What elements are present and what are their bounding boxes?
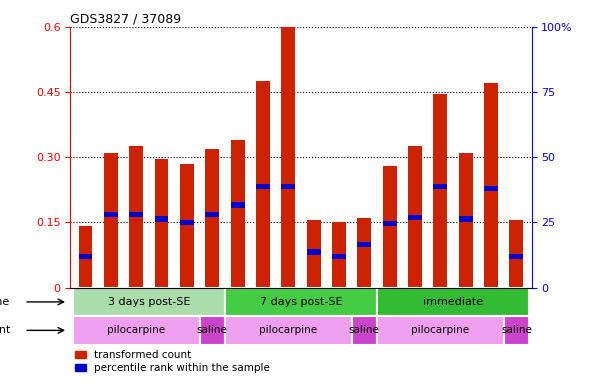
- Text: pilocarpine: pilocarpine: [259, 325, 317, 335]
- Bar: [129, 212, 143, 217]
- Bar: [408, 146, 422, 288]
- Bar: [180, 220, 194, 225]
- Text: saline: saline: [349, 325, 379, 335]
- Text: immediate: immediate: [423, 297, 483, 307]
- Text: 3 days post-SE: 3 days post-SE: [108, 297, 190, 307]
- Bar: [205, 149, 219, 288]
- Bar: [484, 186, 498, 191]
- Bar: [307, 250, 321, 255]
- Bar: [459, 153, 473, 288]
- Bar: [200, 316, 225, 344]
- Text: 7 days post-SE: 7 days post-SE: [260, 297, 342, 307]
- Bar: [357, 218, 371, 288]
- Bar: [281, 27, 295, 288]
- Bar: [433, 184, 447, 189]
- Bar: [382, 221, 397, 226]
- Text: agent: agent: [0, 325, 10, 335]
- Bar: [155, 217, 169, 222]
- Bar: [205, 212, 219, 217]
- Bar: [180, 164, 194, 288]
- Bar: [510, 220, 524, 288]
- Bar: [256, 184, 270, 189]
- Bar: [459, 217, 473, 222]
- Bar: [256, 81, 270, 288]
- Bar: [129, 146, 143, 288]
- Bar: [484, 83, 498, 288]
- Bar: [78, 254, 92, 259]
- Bar: [503, 316, 529, 344]
- Bar: [510, 254, 524, 259]
- Text: GDS3827 / 37089: GDS3827 / 37089: [70, 13, 181, 26]
- Bar: [357, 242, 371, 247]
- Bar: [382, 166, 397, 288]
- Bar: [351, 316, 377, 344]
- Bar: [307, 220, 321, 288]
- Bar: [377, 316, 503, 344]
- Text: saline: saline: [197, 325, 228, 335]
- Bar: [281, 184, 295, 189]
- Text: pilocarpine: pilocarpine: [107, 325, 165, 335]
- Legend: transformed count, percentile rank within the sample: transformed count, percentile rank withi…: [76, 350, 270, 373]
- Bar: [73, 316, 200, 344]
- Bar: [73, 288, 225, 316]
- Bar: [225, 316, 351, 344]
- Bar: [408, 215, 422, 220]
- Text: time: time: [0, 297, 10, 307]
- Bar: [332, 222, 346, 288]
- Bar: [230, 140, 244, 288]
- Bar: [332, 254, 346, 259]
- Bar: [225, 288, 377, 316]
- Bar: [78, 226, 92, 288]
- Bar: [155, 159, 169, 288]
- Bar: [377, 288, 529, 316]
- Bar: [104, 153, 118, 288]
- Bar: [433, 94, 447, 288]
- Bar: [104, 212, 118, 217]
- Text: saline: saline: [501, 325, 532, 335]
- Bar: [230, 202, 244, 208]
- Text: pilocarpine: pilocarpine: [411, 325, 469, 335]
